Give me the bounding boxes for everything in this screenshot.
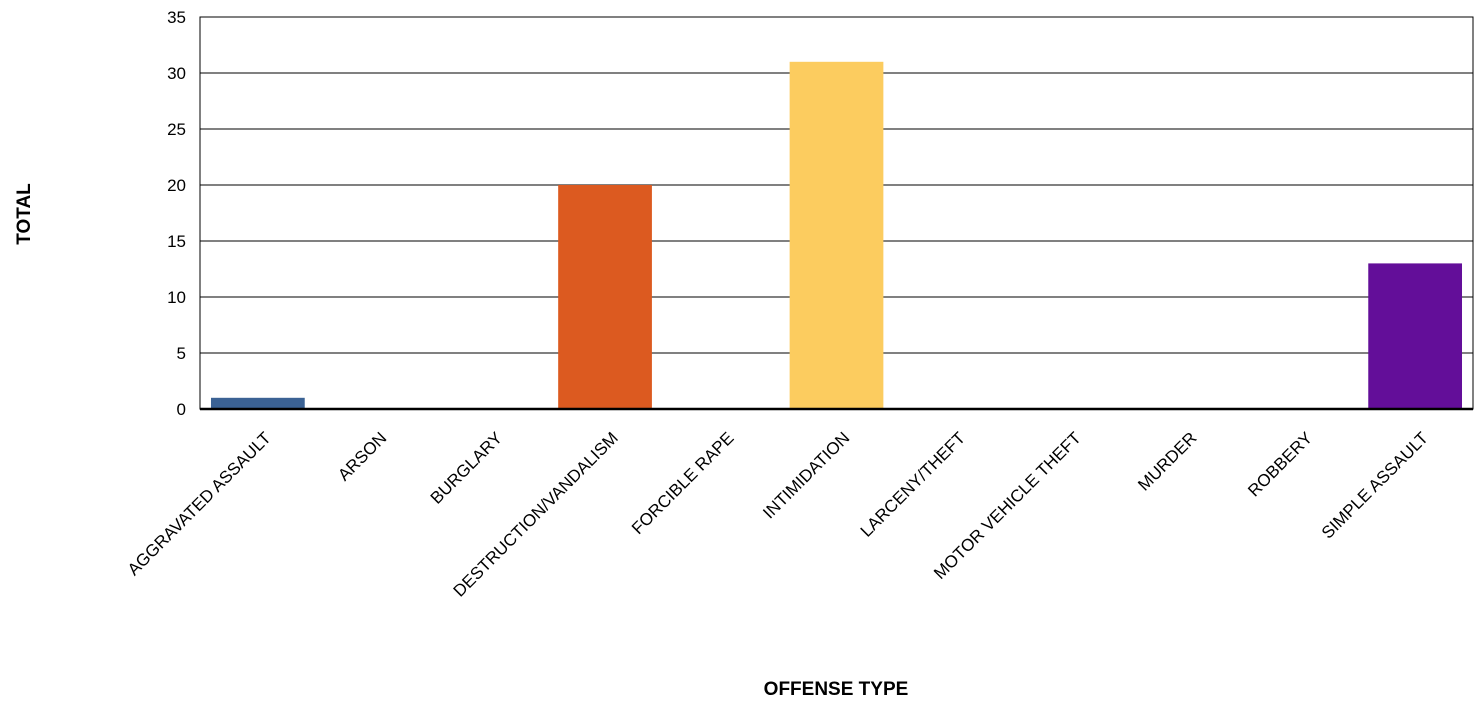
y-tick-label: 10: [167, 288, 186, 307]
bar: [789, 61, 884, 410]
bar: [558, 185, 652, 409]
bar: [1368, 263, 1463, 409]
x-axis-label: OFFENSE TYPE: [764, 679, 909, 700]
x-tick-label: MURDER: [1134, 428, 1200, 494]
x-tick-label: ROBBERY: [1244, 428, 1316, 500]
x-tick-label: FORCIBLE RAPE: [628, 428, 738, 538]
y-axis-label: TOTAL: [14, 183, 35, 245]
bar: [210, 397, 305, 409]
y-tick-label: 25: [167, 120, 186, 139]
y-tick-label: 35: [167, 8, 186, 27]
x-tick-label: AGGRAVATED ASSAULT: [124, 428, 275, 579]
x-tick-label: ARSON: [334, 428, 390, 484]
x-tick-label: BURGLARY: [427, 428, 506, 507]
x-axis-ticks: AGGRAVATED ASSAULT ARSON BURGLARYDESTRUCTI…: [124, 428, 1432, 600]
y-tick-label: 0: [177, 400, 186, 419]
y-tick-label: 20: [167, 176, 186, 195]
x-tick-label: LARCENY/THEFT: [857, 428, 969, 540]
y-axis-ticks: 0 5 10 15 20 25 30 35: [167, 8, 186, 419]
y-tick-label: 15: [167, 232, 186, 251]
y-tick-label: 30: [167, 64, 186, 83]
x-tick-label: INTIMIDATION: [759, 428, 853, 522]
bars: [210, 61, 1463, 410]
x-tick-label: SIMPLE ASSAULT: [1318, 428, 1432, 542]
y-tick-label: 5: [177, 344, 186, 363]
